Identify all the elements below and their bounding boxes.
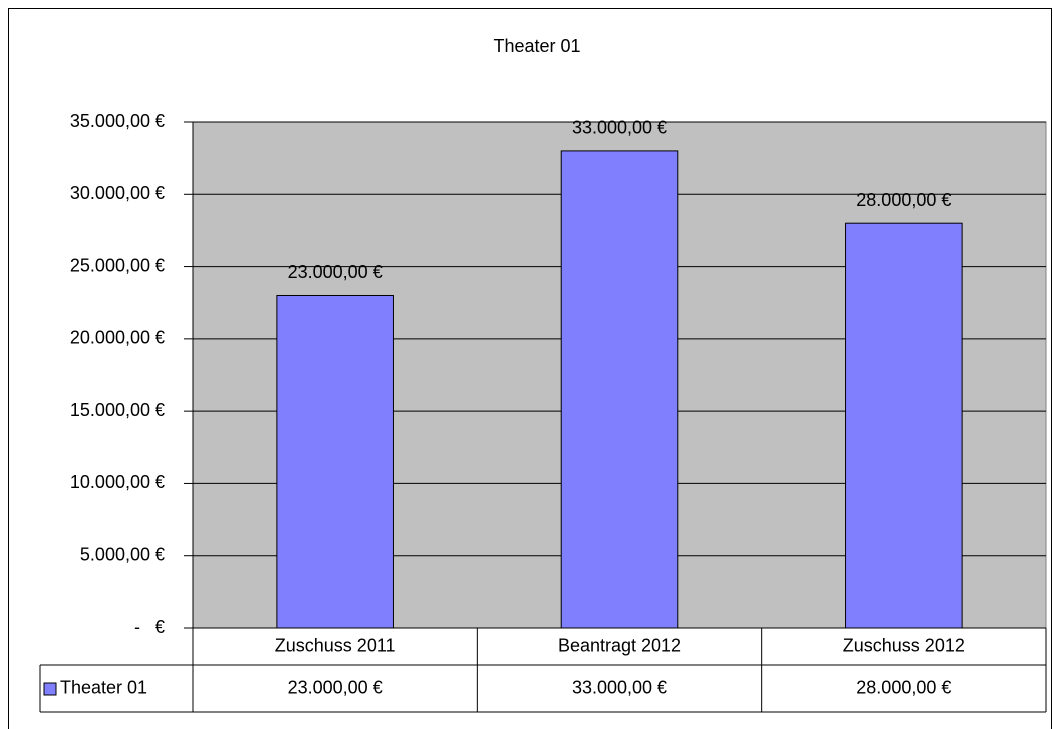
x-tick-label: Zuschuss 2011 [275,635,396,655]
x-tick-label: Zuschuss 2012 [843,635,965,655]
y-tick-label: 15.000,00 € [70,400,165,420]
data-label: 33.000,00 € [572,118,667,138]
bar [845,222,963,629]
y-tick-label: 5.000,00 € [80,544,165,564]
data-label: 28.000,00 € [856,190,951,210]
chart-title: Theater 01 [493,36,580,56]
y-tick-label: 20.000,00 € [70,328,165,348]
legend-swatch [43,682,57,696]
x-tick-label: Beantragt 2012 [558,635,681,655]
y-tick-label: 30.000,00 € [70,183,165,203]
bar [560,150,679,629]
legend-label: Theater 01 [60,677,147,697]
y-tick-label: 25.000,00 € [70,255,165,275]
bar [276,294,394,629]
y-tick-label: 10.000,00 € [70,472,165,492]
y-tick-label: 35.000,00 € [70,111,165,131]
y-tick-label: - € [134,617,165,637]
table-value: 28.000,00 € [856,677,951,697]
data-label: 23.000,00 € [288,262,383,282]
table-value: 33.000,00 € [572,677,667,697]
table-value: 23.000,00 € [288,677,383,697]
